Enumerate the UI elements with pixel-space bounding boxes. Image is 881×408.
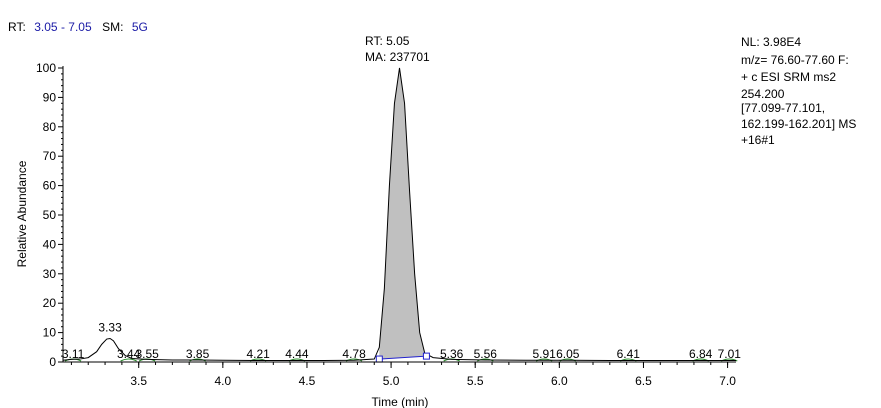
peak-label: 7.01	[718, 347, 742, 361]
sm-label: SM:	[102, 20, 123, 34]
integration-baseline	[379, 355, 427, 360]
x-tick-label: 6.5	[635, 374, 652, 388]
peak-label: 3.55	[135, 347, 159, 361]
sm-value: 5G	[132, 20, 148, 34]
info-line: m/z= 76.60-77.60 F:	[741, 53, 849, 67]
info-panel: NL: 3.98E4 m/z= 76.60-77.60 F: + c ESI S…	[741, 35, 856, 147]
chromatogram-trace	[62, 67, 736, 362]
rt-header: RT: 3.05 - 7.05 SM: 5G	[8, 18, 148, 35]
x-tick-label: 5.0	[383, 374, 400, 388]
minor-peak-mark	[120, 358, 137, 362]
peak-label: 5.36	[440, 347, 464, 361]
peak-label: 5.56	[474, 347, 498, 361]
y-tick-label: 80	[43, 120, 57, 134]
info-line: +16#1	[741, 133, 775, 147]
ma-annotation: MA: 237701	[365, 50, 430, 64]
x-tick-label: 3.5	[130, 374, 147, 388]
y-tick-label: 40	[43, 237, 57, 251]
peak-label: 6.84	[689, 347, 713, 361]
x-tick-label: 5.5	[467, 374, 484, 388]
y-tick-label: 30	[43, 267, 57, 281]
peak-label: 6.05	[556, 347, 580, 361]
y-tick-label: 90	[43, 90, 57, 104]
peak-label: 5.91	[533, 347, 557, 361]
y-tick-label: 100	[36, 61, 56, 75]
peak-label: 3.11	[62, 347, 85, 361]
info-line: 254.200	[741, 87, 785, 101]
y-tick-label: 0	[49, 355, 56, 369]
info-line: [77.099-77.101,	[741, 101, 825, 115]
peak-label: 6.41	[617, 347, 641, 361]
peak-label: 4.21	[246, 347, 270, 361]
rt-range: 3.05 - 7.05	[34, 20, 92, 34]
peak-label: 3.33	[98, 320, 122, 334]
rt-annotation: RT: 5.05	[365, 34, 410, 48]
peak-label: 3.85	[186, 347, 210, 361]
info-line: + c ESI SRM ms2	[741, 70, 836, 84]
x-tick-label: 4.5	[299, 374, 316, 388]
peak-label: 4.44	[285, 347, 309, 361]
baseline-start-marker	[375, 355, 383, 363]
peak-label: 4.78	[342, 347, 366, 361]
y-tick-label: 70	[43, 149, 57, 163]
rt-label: RT:	[8, 20, 26, 34]
y-tick-label: 10	[43, 326, 57, 340]
plot-area: 0 10 20 30 40 50 60 70 80 90 100 3.5 4.0 4.5 5.0 5.5 6.0…	[36, 61, 741, 388]
x-axis-title: Time (min)	[372, 395, 429, 408]
x-tick-label: 4.0	[214, 374, 231, 388]
x-tick-label: 7.0	[719, 374, 736, 388]
x-tick-label: 6.0	[551, 374, 568, 388]
baseline-end-marker	[422, 352, 430, 360]
y-axis-title: Relative Abundance	[15, 160, 29, 267]
y-tick-label: 60	[43, 179, 57, 193]
y-tick-label: 20	[43, 296, 57, 310]
info-line: NL: 3.98E4	[741, 35, 801, 49]
integrated-peak-area	[379, 68, 427, 360]
peak-label: 3.44	[117, 347, 141, 361]
info-line: 162.199-162.201] MS	[741, 117, 856, 131]
y-tick-label: 50	[43, 208, 57, 222]
